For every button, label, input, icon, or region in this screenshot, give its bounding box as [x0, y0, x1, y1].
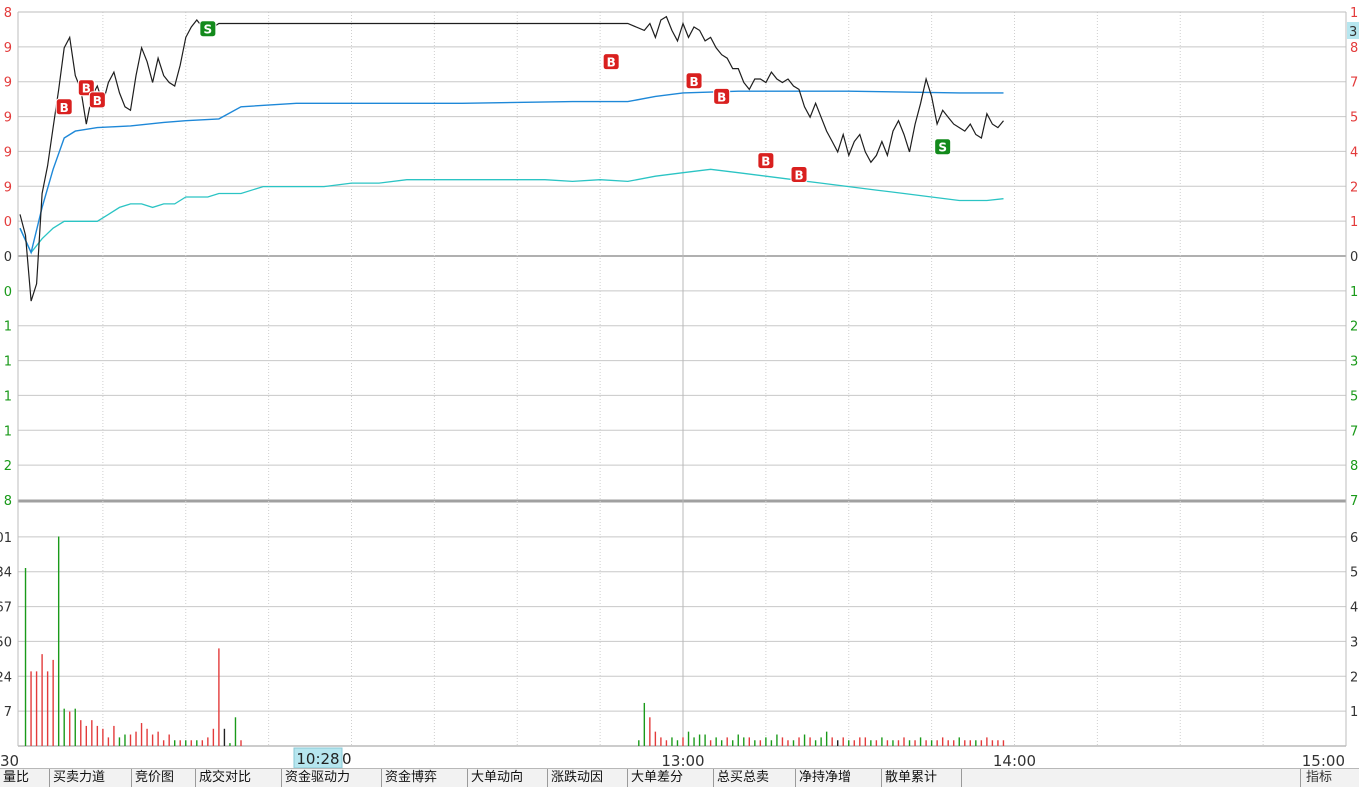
y-axis-right-label: 7 — [1350, 76, 1358, 91]
y-axis-left-label: 8 — [4, 494, 12, 509]
marker-label: B — [794, 168, 803, 182]
intraday-chart[interactable]: 8999990001111280134675024718754210123578… — [0, 0, 1359, 768]
buy-marker — [757, 152, 775, 170]
right-value-badge — [1347, 22, 1359, 39]
cursor-time-tail: 0 — [342, 750, 352, 768]
marker-label: S — [204, 23, 213, 37]
y-axis-right-label: 3 — [1350, 355, 1358, 370]
cursor-time-badge — [293, 747, 343, 768]
buy-marker — [713, 87, 731, 105]
series-line-price — [19, 15, 1004, 302]
x-axis-label: 14:00 — [993, 752, 1036, 768]
y-axis-left-label: 9 — [4, 111, 12, 126]
indicator-tab[interactable]: 净持净增 — [796, 769, 882, 787]
y-axis-left-label: 9 — [4, 180, 12, 195]
sell-marker — [934, 138, 952, 156]
indicator-tab[interactable]: 资金博弈 — [382, 769, 468, 787]
y-axis-right-label: 0 — [1350, 250, 1358, 265]
y-axis-left-label: 0 — [4, 285, 12, 300]
y-axis-left-label: 67 — [0, 601, 12, 616]
y-axis-left-label: 1 — [4, 389, 12, 404]
x-axis-label: 30 — [0, 752, 19, 768]
indicator-tab[interactable]: 量比 — [0, 769, 50, 787]
indicator-tab[interactable]: 成交对比 — [196, 769, 282, 787]
buy-marker — [88, 91, 106, 109]
buy-marker — [55, 98, 73, 116]
y-axis-left-label: 1 — [4, 355, 12, 370]
y-axis-right-label: 7 — [1350, 424, 1358, 439]
y-axis-right-label: 2 — [1350, 320, 1358, 335]
y-axis-right-label: 1 — [1350, 705, 1358, 720]
y-axis-left-label: 24 — [0, 670, 12, 685]
y-axis-left-label: 9 — [4, 76, 12, 91]
y-axis-left-label: 0 — [4, 250, 12, 265]
indicator-tab[interactable]: 竞价图 — [132, 769, 196, 787]
y-axis-right-label: 1 — [1350, 215, 1358, 230]
indicator-tab[interactable]: 涨跌动因 — [548, 769, 628, 787]
marker-label: B — [761, 155, 770, 169]
buy-marker — [602, 53, 620, 71]
y-axis-left-label: 01 — [0, 531, 12, 546]
y-axis-right-label: 2 — [1350, 180, 1358, 195]
y-axis-left-label: 9 — [4, 145, 12, 160]
indicator-tab-bar: 量比 买卖力道 竞价图 成交对比 资金驱动力 资金博弈 大单动向 涨跌动因 大单差分 总买总卖 净持… — [0, 768, 1359, 787]
y-axis-left-label: 9 — [4, 41, 12, 56]
buy-marker — [790, 165, 808, 183]
y-axis-right-label: 4 — [1350, 601, 1358, 616]
y-axis-left-label: 1 — [4, 424, 12, 439]
y-axis-right-label: 1 — [1350, 285, 1358, 300]
y-axis-right-label: 5 — [1350, 111, 1358, 126]
marker-label: B — [717, 90, 726, 104]
y-axis-left-label: 8 — [4, 6, 12, 21]
y-axis-right-label: 6 — [1350, 531, 1358, 546]
y-axis-right-label: 5 — [1350, 566, 1358, 581]
indicator-tab[interactable]: 大单差分 — [628, 769, 714, 787]
y-axis-left-label: 34 — [0, 566, 12, 581]
marker-label: B — [93, 94, 102, 108]
y-axis-left-label: 0 — [4, 215, 12, 230]
buy-marker — [685, 72, 703, 90]
y-axis-left-label: 2 — [4, 459, 12, 474]
series-line-cyan — [19, 168, 1004, 254]
y-axis-right-label: 8 — [1350, 41, 1358, 56]
indicator-tab[interactable]: 散单累计 — [882, 769, 962, 787]
y-axis-right-label: 8 — [1350, 459, 1358, 474]
cursor-time-text: 10:28 — [296, 750, 339, 768]
marker-label: B — [60, 101, 69, 115]
y-axis-right-label: 7 — [1350, 494, 1358, 509]
y-axis-left-label: 1 — [4, 320, 12, 335]
marker-label: B — [607, 56, 616, 70]
marker-label: B — [82, 82, 91, 96]
indicator-tab[interactable]: 资金驱动力 — [282, 769, 382, 787]
y-axis-right-label: 2 — [1350, 670, 1358, 685]
right-value-badge-text: 3 — [1349, 25, 1357, 40]
y-axis-right-label: 1 — [1350, 6, 1358, 21]
sell-marker — [199, 20, 217, 38]
marker-label: B — [689, 75, 698, 89]
indicator-tab[interactable]: 买卖力道 — [50, 769, 132, 787]
y-axis-right-label: 3 — [1350, 635, 1358, 650]
y-axis-right-label: 4 — [1350, 145, 1358, 160]
indicator-tab[interactable]: 总买总卖 — [714, 769, 796, 787]
buy-marker — [77, 79, 95, 97]
series-line-avg — [19, 90, 1004, 255]
y-axis-right-label: 5 — [1350, 389, 1358, 404]
indicator-tab[interactable]: 大单动向 — [468, 769, 548, 787]
x-axis-label: 13:00 — [661, 752, 704, 768]
x-axis-label: 15:00 — [1302, 752, 1345, 768]
indicator-settings-tab[interactable]: 指标 — [1299, 769, 1337, 787]
marker-label: S — [938, 141, 947, 155]
y-axis-left-label: 50 — [0, 635, 12, 650]
y-axis-left-label: 7 — [4, 705, 12, 720]
